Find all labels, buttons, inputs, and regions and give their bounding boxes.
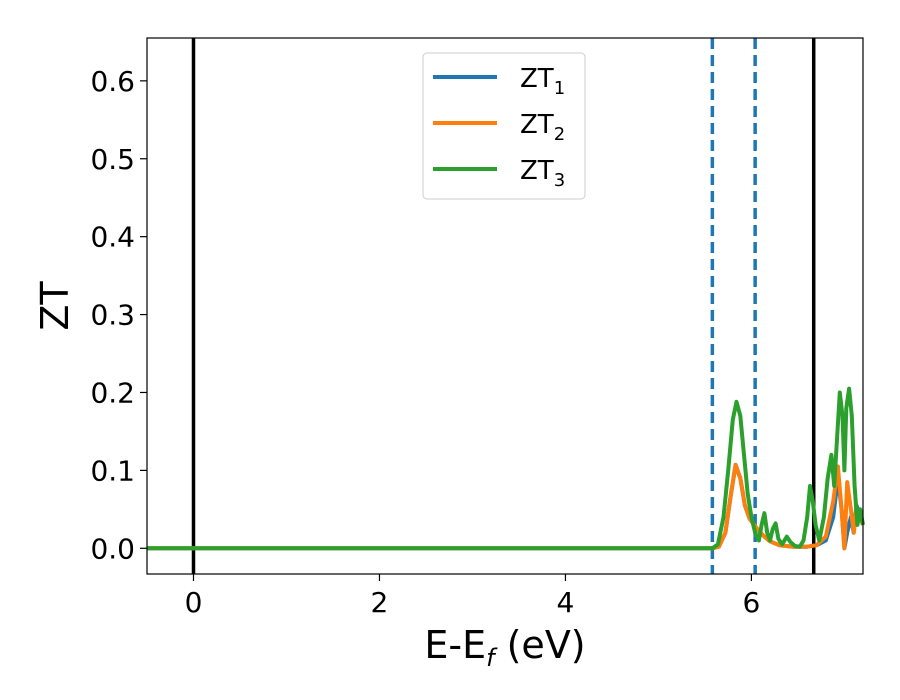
legend: ZT1 ZT2 ZT3 — [422, 52, 586, 200]
y-tick-label: 0.0 — [90, 532, 135, 565]
series-lines — [147, 386, 865, 551]
legend-label-zt2: ZT2 — [520, 110, 565, 145]
legend-label-zt3: ZT3 — [520, 156, 565, 191]
plot-frame — [146, 37, 864, 575]
y-tick-label: 0.6 — [90, 65, 135, 98]
y-axis-label: ZT — [33, 281, 77, 331]
legend-label-zt1: ZT1 — [520, 64, 565, 99]
reference-lines — [191, 38, 816, 574]
x-axis-label: E-Ef (eV) — [424, 623, 585, 672]
x-tick-label: 2 — [371, 586, 389, 619]
x-axis-ticks: 0 2 4 6 — [185, 574, 761, 619]
y-tick-label: 0.5 — [90, 143, 135, 176]
y-axis-ticks: 0.0 0.1 0.2 0.3 0.4 0.5 0.6 — [90, 65, 147, 565]
legend-frame — [422, 52, 586, 200]
y-tick-label: 0.4 — [90, 221, 135, 254]
x-tick-label: 6 — [743, 586, 761, 619]
series-line-zt2 — [147, 462, 865, 551]
y-tick-label: 0.2 — [90, 376, 135, 409]
x-tick-label: 4 — [557, 586, 575, 619]
y-tick-label: 0.3 — [90, 299, 135, 332]
series-line-zt3 — [147, 386, 865, 551]
y-tick-label: 0.1 — [90, 454, 135, 487]
x-tick-label: 0 — [185, 586, 203, 619]
